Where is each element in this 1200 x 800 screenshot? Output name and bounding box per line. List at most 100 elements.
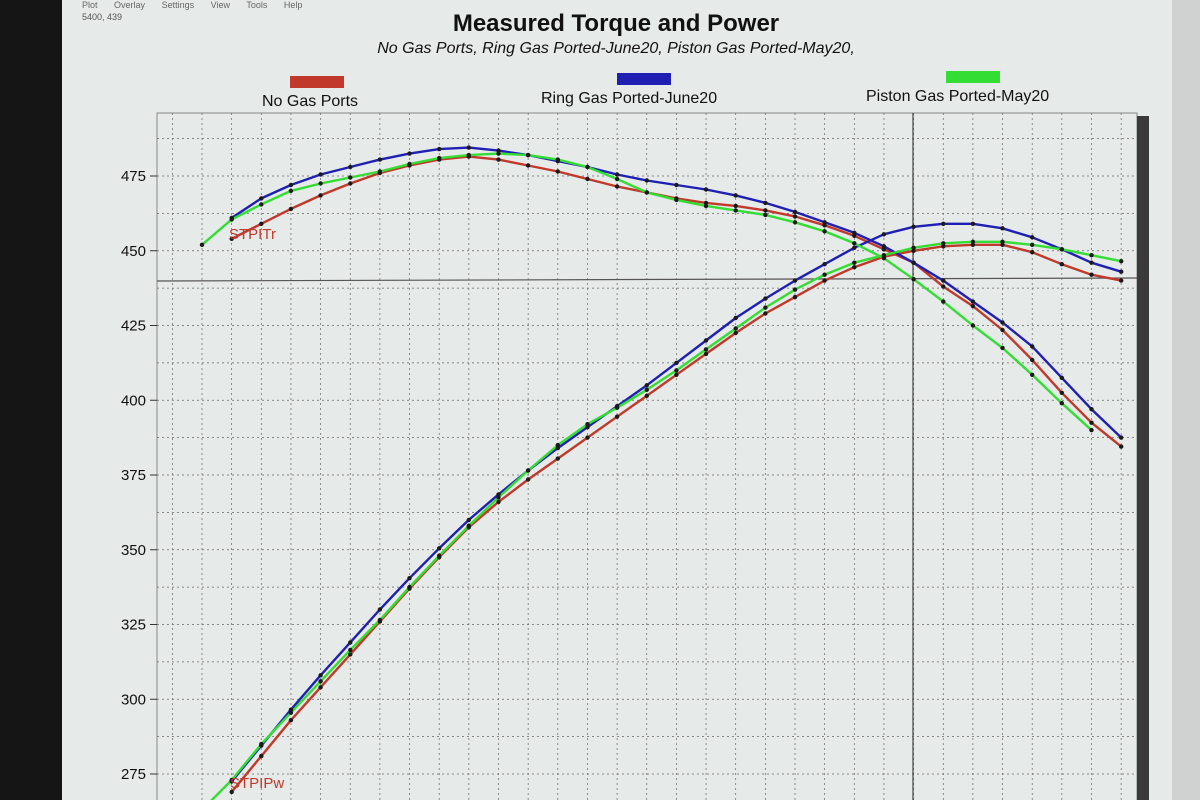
data-point-power	[555, 442, 560, 448]
data-point-torque	[1059, 375, 1065, 380]
plot-area	[156, 112, 1138, 800]
menu-view[interactable]: View	[210, 0, 230, 10]
data-point-torque	[555, 157, 560, 162]
data-point-power	[941, 241, 946, 246]
data-point-torque	[970, 303, 976, 309]
data-point-torque	[614, 184, 620, 189]
data-point-power	[1119, 259, 1124, 264]
data-point-power	[703, 351, 709, 357]
data-point-power	[911, 245, 916, 250]
data-point-power	[970, 221, 976, 226]
data-point-torque	[674, 197, 679, 203]
data-point-power	[852, 245, 857, 250]
data-point-torque	[437, 146, 442, 152]
data-point-torque	[674, 182, 679, 188]
menu-tools[interactable]: Tools	[246, 0, 268, 10]
data-point-power	[525, 477, 531, 482]
data-point-power	[437, 553, 442, 558]
data-point-power	[1030, 242, 1035, 247]
y-tick-label: 325	[121, 617, 146, 634]
data-point-torque	[703, 187, 709, 192]
data-point-power	[822, 278, 827, 283]
data-point-torque	[970, 299, 976, 304]
legend-label-no-gas-ports: No Gas Ports	[262, 93, 359, 110]
data-point-power	[288, 710, 294, 715]
data-point-torque	[229, 236, 234, 241]
legend-swatch-ring-gas-ported	[617, 73, 671, 85]
data-point-torque	[911, 277, 916, 282]
data-point-power	[318, 685, 323, 690]
data-point-torque	[1089, 420, 1094, 425]
data-point-torque	[822, 220, 827, 225]
data-point-power	[703, 347, 709, 352]
y-tick-label: 400	[121, 392, 146, 409]
data-point-power	[377, 617, 383, 623]
data-point-power	[318, 673, 323, 678]
data-point-power	[496, 499, 501, 505]
data-point-power	[229, 777, 234, 783]
menu-overlay[interactable]: Overlay	[114, 0, 146, 10]
data-point-torque	[288, 206, 294, 212]
data-point-torque	[585, 176, 590, 182]
y-tick-label: 425	[121, 318, 146, 335]
data-point-torque	[288, 182, 294, 188]
data-point-power	[318, 679, 323, 684]
data-point-power	[763, 311, 768, 316]
data-point-torque	[941, 299, 946, 304]
y-tick-label: 475	[121, 168, 146, 185]
power-curve-tag: STPIPw	[230, 775, 284, 792]
data-point-torque	[1059, 390, 1065, 395]
data-point-torque	[318, 181, 323, 186]
data-point-power	[1089, 253, 1094, 258]
data-point-power	[644, 387, 649, 392]
data-point-power	[614, 414, 620, 419]
data-point-power	[733, 330, 738, 336]
data-point-torque	[1089, 427, 1094, 433]
data-point-torque	[466, 152, 471, 158]
data-point-torque	[229, 217, 234, 222]
data-point-torque	[318, 193, 323, 198]
y-axis: 475 450 425 400 375 350 325 300 275	[121, 168, 157, 783]
data-point-torque	[437, 155, 442, 161]
data-point-torque	[407, 161, 412, 167]
chart-title: Measured Torque and Power	[452, 10, 780, 37]
data-point-torque	[733, 208, 738, 213]
data-point-torque	[792, 220, 798, 225]
data-point-power	[348, 652, 353, 657]
data-point-power	[466, 517, 471, 523]
data-point-torque	[1119, 435, 1124, 440]
y-tick-label: 350	[121, 542, 146, 559]
data-point-torque	[792, 214, 798, 219]
data-point-power	[1059, 262, 1065, 267]
data-point-power	[1059, 247, 1065, 252]
data-point-power	[1089, 260, 1094, 265]
data-point-torque	[377, 169, 383, 174]
data-point-torque	[911, 260, 916, 265]
data-point-power	[1030, 250, 1035, 255]
data-point-torque	[881, 244, 887, 249]
data-point-torque	[1030, 344, 1035, 349]
data-point-power	[911, 224, 916, 229]
data-point-torque	[644, 178, 649, 183]
menu-settings[interactable]: Settings	[161, 0, 195, 10]
data-point-torque	[377, 157, 383, 162]
data-point-torque	[199, 242, 205, 247]
torque-curve-tag: STPITr	[229, 226, 276, 243]
y-tick-label: 300	[121, 691, 146, 708]
data-point-torque	[852, 230, 857, 235]
data-point-torque	[941, 278, 946, 283]
menu-help[interactable]: Help	[283, 0, 303, 10]
data-point-torque	[259, 196, 264, 201]
data-point-torque	[852, 241, 857, 246]
data-point-torque	[318, 172, 323, 177]
y-tick-label: 375	[121, 467, 146, 484]
data-point-power	[644, 383, 649, 388]
data-point-torque	[407, 151, 412, 156]
data-point-torque	[288, 188, 294, 194]
menu-plot[interactable]: Plot	[82, 0, 98, 10]
data-point-power	[377, 607, 383, 612]
data-point-power	[466, 523, 471, 528]
data-point-torque	[1089, 407, 1094, 412]
data-point-torque	[763, 212, 768, 218]
data-point-torque	[941, 284, 946, 289]
